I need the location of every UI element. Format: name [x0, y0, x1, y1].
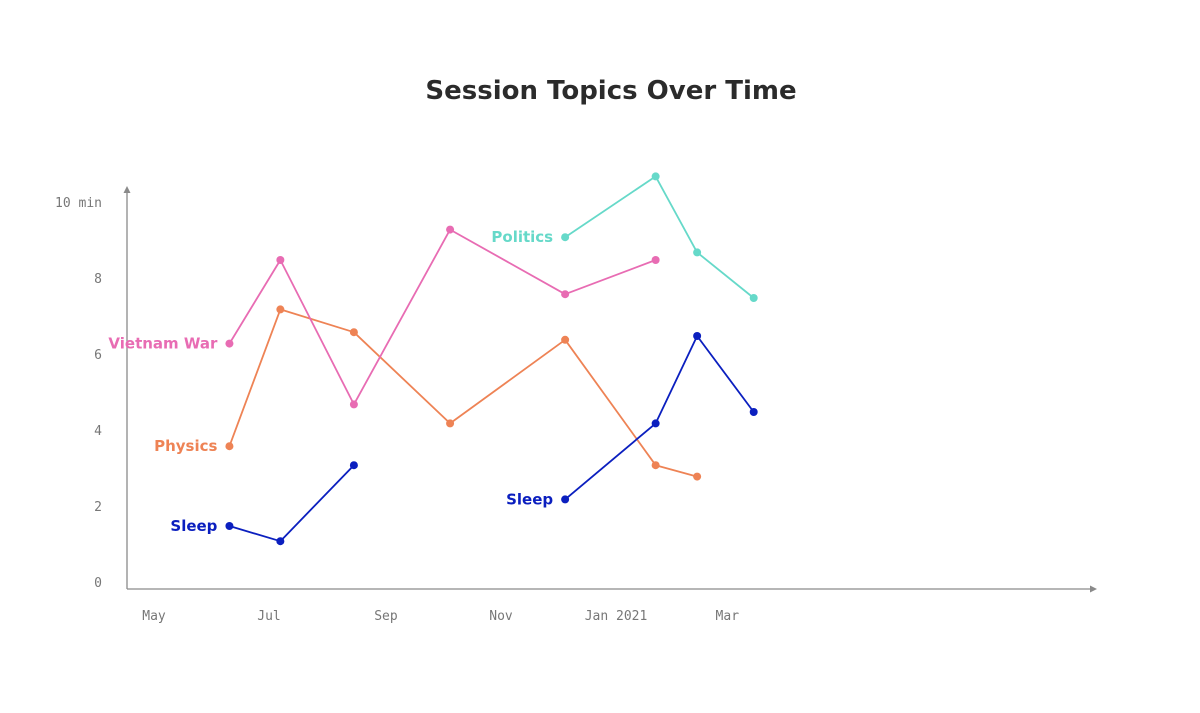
data-point — [693, 472, 702, 481]
y-tick-label: 10 min — [55, 196, 102, 211]
x-tick-label: Nov — [489, 609, 513, 624]
series-group — [225, 172, 758, 546]
data-point — [349, 461, 358, 470]
x-tick-label: Sep — [374, 609, 398, 624]
x-axis-ticks: May Jul Sep Nov Jan 2021 Mar — [142, 609, 739, 624]
y-tick-label: 0 — [94, 576, 102, 591]
data-point — [561, 233, 570, 242]
data-point — [446, 225, 455, 234]
series-vietnam-war — [225, 225, 660, 409]
data-point — [651, 256, 660, 264]
data-point — [225, 339, 234, 348]
data-point — [693, 332, 702, 340]
series-line — [228, 228, 656, 406]
data-point — [561, 495, 570, 504]
series-labels: Sleep Physics Vietnam War Sleep Politics — [108, 228, 553, 535]
series-label: Vietnam War — [108, 335, 218, 353]
data-point — [225, 522, 234, 530]
data-point — [276, 305, 285, 314]
data-point — [561, 335, 570, 344]
data-point — [749, 294, 758, 302]
series-physics — [225, 305, 702, 481]
chart-title: Session Topics Over Time — [425, 76, 797, 106]
x-tick-label: Jan 2021 — [585, 609, 648, 624]
data-point — [276, 256, 285, 264]
series-line — [229, 464, 355, 543]
series-label: Sleep — [506, 490, 553, 508]
axes — [123, 186, 1097, 593]
y-axis-arrow — [123, 186, 131, 193]
data-point — [276, 537, 285, 546]
series-politics — [561, 172, 758, 302]
series-line — [228, 308, 698, 478]
series-line — [564, 175, 755, 299]
y-axis-ticks: 0 2 4 6 8 10 min — [55, 196, 102, 591]
data-point — [749, 408, 758, 416]
x-tick-label: Mar — [716, 609, 740, 624]
y-tick-label: 4 — [94, 424, 102, 439]
data-point — [225, 442, 234, 451]
data-point — [651, 172, 660, 181]
y-tick-label: 8 — [94, 272, 102, 287]
data-point — [561, 290, 570, 299]
data-point — [651, 419, 660, 428]
y-tick-label: 2 — [94, 500, 102, 515]
x-tick-label: May — [142, 609, 166, 624]
y-tick-label: 6 — [94, 348, 102, 363]
series-label: Sleep — [170, 517, 217, 535]
data-point — [693, 248, 702, 257]
series-label: Physics — [154, 437, 217, 455]
data-point — [349, 328, 358, 337]
x-tick-label: Jul — [257, 609, 280, 624]
data-point — [349, 400, 358, 409]
series-sleep — [561, 332, 758, 504]
series-line — [564, 335, 755, 501]
series-label: Politics — [491, 228, 553, 246]
data-point — [446, 419, 455, 428]
series-sleep — [225, 461, 358, 546]
x-axis-arrow — [1090, 585, 1097, 593]
data-point — [651, 461, 660, 470]
